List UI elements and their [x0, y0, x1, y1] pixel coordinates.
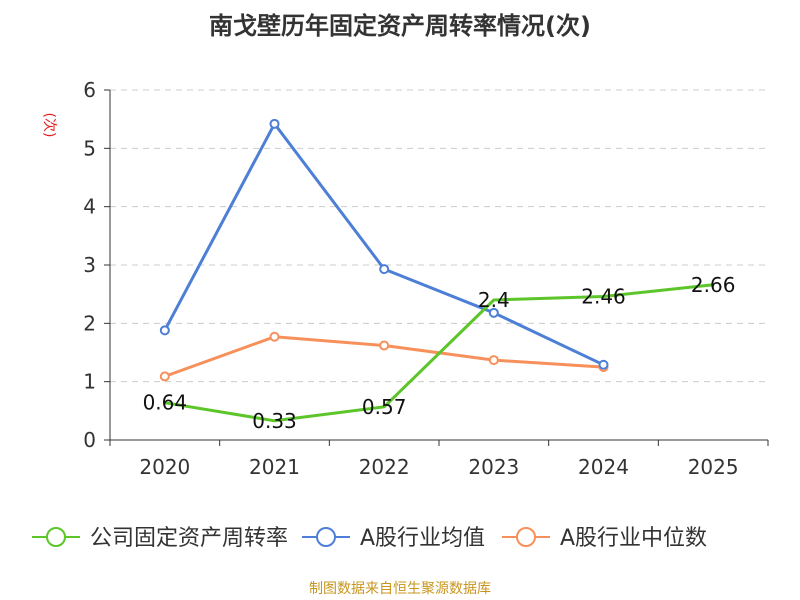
data-label: 0.33 [252, 409, 297, 433]
y-tick-label: 6 [83, 78, 96, 102]
series-point-2 [488, 307, 499, 318]
x-tick-label: 2024 [578, 455, 629, 479]
y-tick-label: 1 [83, 370, 96, 394]
data-label: 2.46 [581, 285, 626, 309]
y-tick-label: 2 [83, 311, 96, 335]
chart-title: 南戈壁历年固定资产周转率情况(次) [209, 12, 591, 40]
data-label: 2.66 [691, 273, 736, 297]
x-tick-label: 2023 [468, 455, 519, 479]
source-note: 制图数据来自恒生聚源数据库 [309, 581, 491, 597]
y-tick-label: 4 [83, 195, 96, 219]
series-line-1 [164, 283, 714, 423]
series-point-2 [269, 118, 280, 129]
legend-marker [46, 527, 66, 547]
series-point-2 [598, 359, 609, 370]
x-tick-label: 2020 [139, 455, 190, 479]
x-tick-label: 2021 [249, 455, 300, 479]
legend-item-1[interactable]: 公司固定资产周转率 [32, 526, 288, 551]
series-point-3 [488, 355, 499, 366]
x-tick-label: 2025 [688, 455, 739, 479]
legend-label: 公司固定资产周转率 [90, 526, 288, 551]
data-label: 2.4 [478, 288, 510, 312]
series-point-2 [159, 325, 170, 336]
data-label: 0.57 [362, 395, 407, 419]
legend-marker [316, 527, 336, 547]
series-line-2 [163, 122, 605, 367]
y-tick-label: 3 [83, 253, 96, 277]
legend-label: A股行业均值 [360, 526, 485, 551]
legend-item-2[interactable]: A股行业均值 [302, 526, 485, 551]
series-point-3 [159, 371, 170, 382]
y-tick-label: 0 [83, 428, 96, 452]
x-tick-label: 2022 [359, 455, 410, 479]
series-point-3 [379, 340, 390, 351]
data-labels: 0.64 0.33 0.57 2.4 2.46 2.66 [143, 273, 736, 433]
grid-lines [110, 89, 768, 383]
axes: 0 1 2 3 4 5 6 2020 2021 2022 2023 2024 2025 [83, 78, 769, 479]
series-point-3 [269, 331, 280, 342]
data-label: 0.64 [143, 391, 188, 415]
series-point-2 [379, 264, 390, 275]
legend-marker [516, 527, 536, 547]
legend-label: A股行业中位数 [560, 526, 707, 551]
y-axis-label: (次) [41, 113, 57, 138]
legend-item-3[interactable]: A股行业中位数 [502, 526, 707, 551]
legend[interactable]: 公司固定资产周转率 A股行业均值 A股行业中位数 [32, 526, 707, 551]
series-lines [159, 118, 714, 423]
y-tick-label: 5 [83, 136, 96, 160]
